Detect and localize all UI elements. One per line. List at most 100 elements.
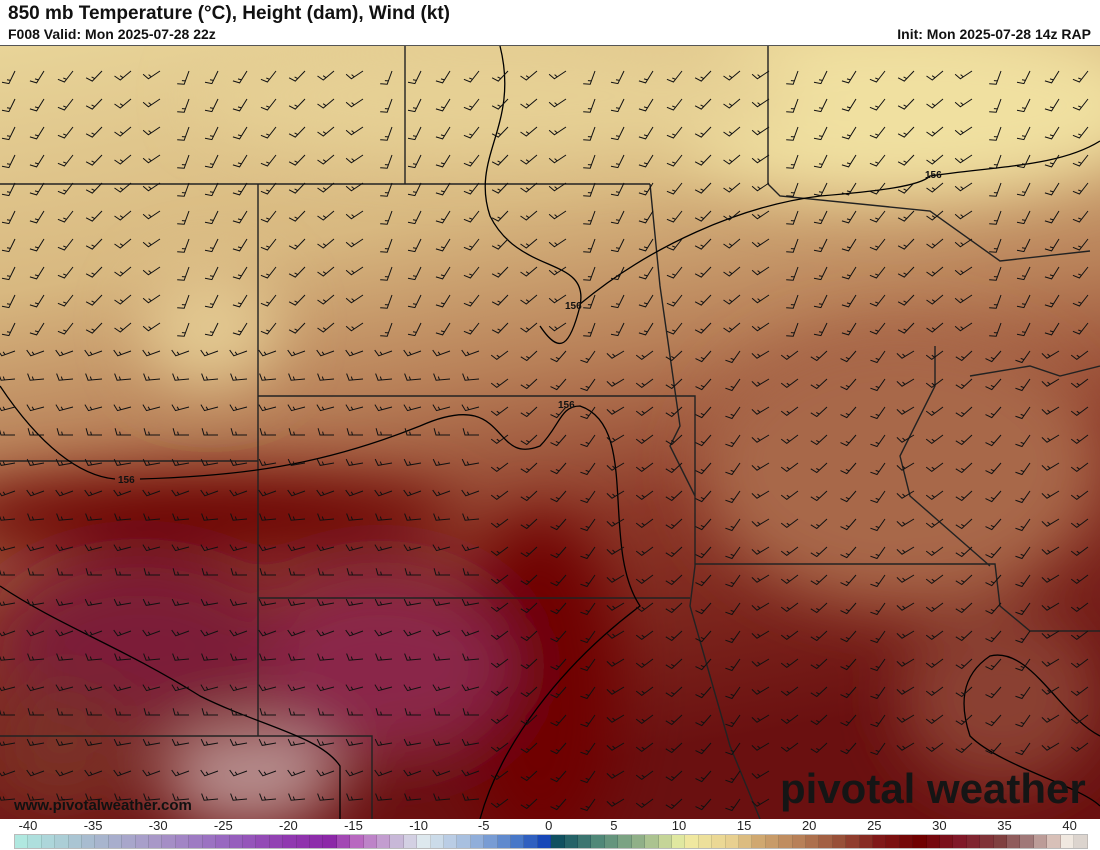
- wind-barb: [345, 182, 364, 192]
- wind-barb: [463, 238, 480, 251]
- wind-barb: [985, 350, 1002, 363]
- wind-barb: [113, 684, 132, 692]
- wind-barb: [723, 182, 741, 193]
- wind-barb: [725, 462, 741, 476]
- wind-barb: [85, 294, 103, 306]
- wind-barb: [1041, 574, 1060, 583]
- wind-barb: [463, 126, 480, 139]
- wind-barb: [665, 798, 683, 810]
- wind-barb: [229, 544, 248, 552]
- wind-barb: [985, 658, 1002, 671]
- wind-barb: [695, 686, 712, 699]
- wind-barb: [407, 322, 422, 337]
- wind-barb: [550, 546, 567, 559]
- wind-barb: [985, 742, 1002, 755]
- wind-barb: [1072, 322, 1089, 335]
- wind-barb: [380, 98, 393, 113]
- wind-barb: [433, 653, 451, 661]
- wind-barb: [403, 684, 422, 692]
- wind-barb: [1, 154, 16, 169]
- wind-barb: [606, 546, 625, 555]
- wind-barb: [142, 210, 161, 220]
- colorbar-swatch: [283, 835, 297, 848]
- wind-barb: [1015, 742, 1031, 756]
- wind-barb: [260, 294, 277, 307]
- wind-barb: [26, 489, 45, 497]
- wind-barb: [114, 266, 132, 277]
- wind-barb: [204, 70, 219, 85]
- wind-barb: [580, 658, 596, 672]
- wind-barb: [0, 406, 16, 412]
- wind-barb: [346, 373, 364, 381]
- wind-barb: [84, 769, 103, 777]
- site-url[interactable]: www.pivotalweather.com: [14, 797, 192, 814]
- wind-barb: [201, 373, 219, 381]
- wind-barb: [665, 462, 683, 474]
- wind-barb: [433, 793, 451, 801]
- wind-barb: [897, 98, 915, 110]
- contour-label: 156: [118, 475, 135, 486]
- wind-barb: [751, 574, 770, 583]
- colorbar-swatch: [390, 835, 404, 848]
- wind-barb: [260, 182, 277, 195]
- wind-barb: [171, 629, 190, 637]
- wind-barb: [288, 98, 306, 110]
- wind-barb: [435, 294, 451, 308]
- wind-barb: [113, 458, 132, 466]
- wind-barb: [725, 406, 741, 420]
- wind-barb: [345, 458, 364, 466]
- wind-barb: [463, 70, 480, 83]
- colorbar-swatch: [913, 835, 927, 848]
- wind-barb: [461, 629, 480, 637]
- wind-barb: [29, 182, 45, 196]
- wind-barb: [143, 373, 161, 381]
- wind-barb: [1044, 126, 1060, 140]
- wind-barb: [57, 294, 74, 307]
- wind-barb: [725, 798, 741, 812]
- wind-barb: [1015, 490, 1031, 504]
- wind-barb: [550, 518, 567, 531]
- wind-barb: [85, 126, 103, 138]
- wind-barb: [204, 98, 219, 113]
- wind-barb: [57, 266, 74, 279]
- wind-barb: [955, 350, 973, 362]
- colorbar-tick: -15: [344, 818, 363, 833]
- wind-barb: [606, 770, 625, 779]
- wind-barb: [896, 686, 915, 695]
- wind-barb: [490, 686, 509, 697]
- colorbar-swatch: [792, 835, 806, 848]
- wind-barb: [925, 714, 944, 725]
- wind-barb: [287, 458, 306, 466]
- wind-barb: [433, 568, 450, 576]
- wind-barb: [926, 126, 944, 137]
- wind-barb: [113, 489, 132, 497]
- wind-barb: [259, 373, 277, 381]
- wind-barb: [232, 294, 248, 308]
- wind-barb: [989, 70, 1002, 85]
- wind-barb: [346, 708, 363, 716]
- wind-barb: [583, 210, 596, 225]
- wind-barb: [1015, 574, 1031, 588]
- wind-barb: [954, 266, 973, 276]
- wind-barb: [0, 429, 15, 436]
- wind-barb: [665, 518, 683, 530]
- wind-barb: [1070, 630, 1089, 641]
- wind-barb: [177, 154, 190, 169]
- wind-barb: [989, 126, 1002, 141]
- wind-barb: [786, 154, 799, 169]
- wind-barb: [1041, 434, 1060, 443]
- wind-barb: [1044, 98, 1060, 112]
- wind-barb: [0, 601, 16, 606]
- wind-barb: [230, 568, 247, 576]
- wind-barb: [896, 714, 915, 723]
- wind-barb: [143, 513, 161, 521]
- wind-barb: [407, 294, 422, 309]
- wind-barb: [1044, 238, 1060, 252]
- wind-barb: [580, 770, 596, 784]
- weather-map[interactable]: 156 156 156 156: [0, 45, 1100, 819]
- wind-barb: [925, 742, 944, 753]
- wind-barb: [840, 406, 857, 419]
- colorbar-swatch: [591, 835, 605, 848]
- wind-barb: [1015, 406, 1031, 420]
- wind-barb: [955, 434, 973, 446]
